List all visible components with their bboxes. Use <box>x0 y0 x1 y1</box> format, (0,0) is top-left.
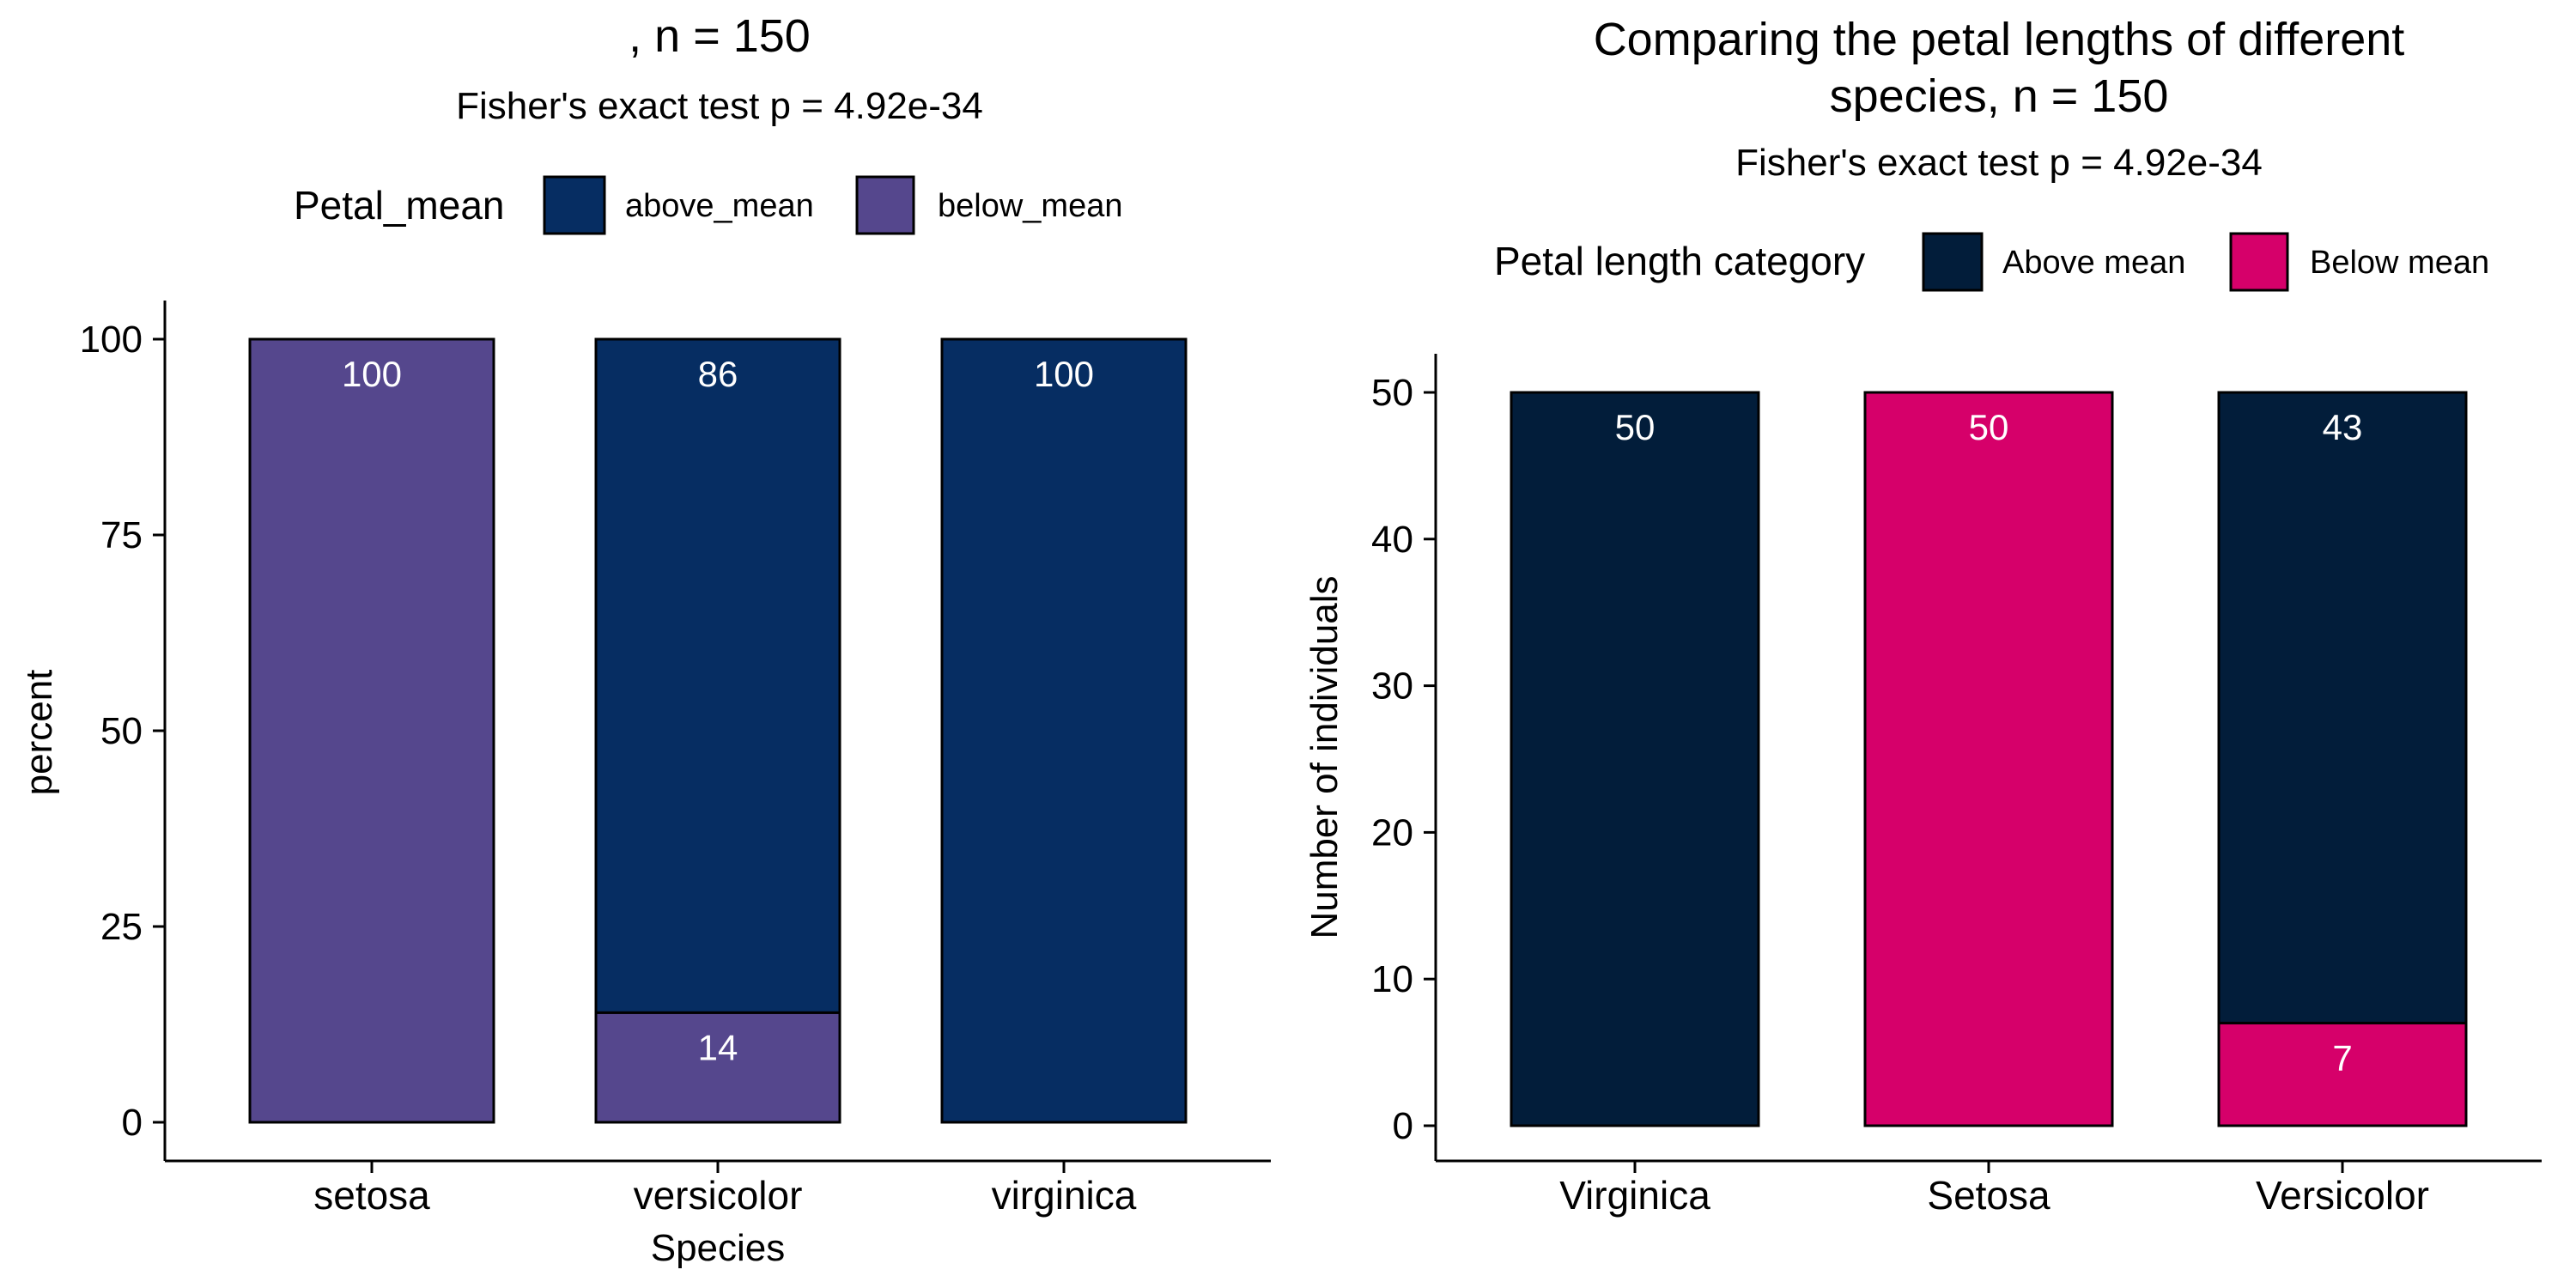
chart-left-subtitle: Fisher's exact test p = 4.92e-34 <box>456 85 983 127</box>
chart-left-y-tick-label: 0 <box>122 1102 143 1144</box>
chart-left-x-tick-label-versicolor: versicolor <box>634 1173 803 1218</box>
chart-left-y-tick-label: 100 <box>80 319 143 361</box>
chart-right-x-tick-label-setosa: Setosa <box>1927 1173 2050 1218</box>
chart-right-data-label-versicolor-below-mean: 7 <box>2332 1037 2352 1078</box>
chart-right-x-tick-label-virginica: Virginica <box>1559 1173 1710 1218</box>
chart-left-y-axis-label: percent <box>18 670 60 796</box>
chart-left-x-tick-label-setosa: setosa <box>313 1173 430 1218</box>
chart-left-data-label-versicolor-below_mean: 14 <box>698 1027 738 1067</box>
chart-right-legend: Petal length category Above mean Below m… <box>1494 232 2489 292</box>
chart-right-y-tick-label: 10 <box>1371 958 1413 1000</box>
chart-left-y-tick-label: 75 <box>100 514 143 556</box>
chart-left-legend-title: Petal_mean <box>294 183 505 228</box>
chart-right-bar-versicolor-above-mean <box>2217 391 2468 1024</box>
chart-right-legend-label-below: Below mean <box>2310 245 2489 281</box>
chart-left-data-label-setosa-below_mean: 100 <box>342 354 402 394</box>
chart-right-y-tick-label: 20 <box>1371 811 1413 854</box>
chart-right-data-label-setosa-below-mean: 50 <box>1969 407 2009 447</box>
chart-left-x-axis-label: Species <box>651 1227 786 1269</box>
chart-left-legend-swatch-above <box>543 175 606 235</box>
chart-right-x-tick-label-versicolor: Versicolor <box>2256 1173 2429 1218</box>
chart-right-bar-versicolor-below-mean <box>2217 1021 2468 1127</box>
chart-right-legend-swatch-above <box>1922 232 1984 292</box>
chart-right-title-line-1: Comparing the petal lengths of different <box>1594 14 2405 65</box>
chart-left-bar-versicolor-above_mean <box>594 337 841 1014</box>
chart-right-y-tick-label: 40 <box>1371 519 1413 561</box>
chart-right-plot-area: 50 50 7 43 0 10 20 30 40 50 Virginica Setosa Versico… <box>1371 354 2542 1218</box>
chart-right: Comparing the petal lengths of different… <box>1303 14 2542 1218</box>
chart-left-legend-label-above: above_mean <box>625 188 814 224</box>
chart-left: , n = 150 Fisher's exact test p = 4.92e-… <box>18 10 1271 1269</box>
chart-right-y-axis-label: Number of individuals <box>1303 575 1346 939</box>
chart-right-data-label-versicolor-above-mean: 43 <box>2323 407 2363 447</box>
chart-right-y-tick-label: 50 <box>1371 372 1413 414</box>
chart-left-y-tick-label: 25 <box>100 906 143 948</box>
chart-left-bar-setosa-below_mean <box>248 337 495 1124</box>
chart-left-plot-area: 100 14 86 100 0 25 50 75 100 setosa versicolor virg… <box>80 301 1271 1218</box>
chart-right-data-label-virginica-above-mean: 50 <box>1615 407 1656 447</box>
chart-left-title: , n = 150 <box>629 10 811 62</box>
chart-left-bar-versicolor-below_mean <box>594 1011 841 1124</box>
chart-right-legend-label-above: Above mean <box>2002 245 2185 281</box>
chart-right-y-tick-label: 30 <box>1371 665 1413 708</box>
chart-left-bar-virginica-above_mean <box>940 337 1188 1124</box>
chart-left-legend: Petal_mean above_mean below_mean <box>294 175 1122 235</box>
chart-right-legend-swatch-below <box>2229 232 2289 292</box>
chart-right-bar-virginica-above-mean <box>1510 391 1760 1127</box>
chart-left-y-tick-label: 50 <box>100 710 143 752</box>
chart-left-legend-swatch-below <box>855 175 915 235</box>
chart-right-bar-setosa-below-mean <box>1863 391 2114 1127</box>
chart-left-legend-label-below: below_mean <box>938 188 1122 224</box>
chart-right-y-tick-label: 0 <box>1393 1105 1413 1147</box>
chart-right-title-line-2: species, n = 150 <box>1830 70 2169 122</box>
chart-right-subtitle: Fisher's exact test p = 4.92e-34 <box>1735 142 2263 184</box>
chart-left-data-label-virginica-above_mean: 100 <box>1034 354 1094 394</box>
chart-right-legend-title: Petal length category <box>1494 239 1865 283</box>
chart-left-x-tick-label-virginica: virginica <box>992 1173 1137 1218</box>
chart-left-data-label-versicolor-above_mean: 86 <box>698 354 738 394</box>
